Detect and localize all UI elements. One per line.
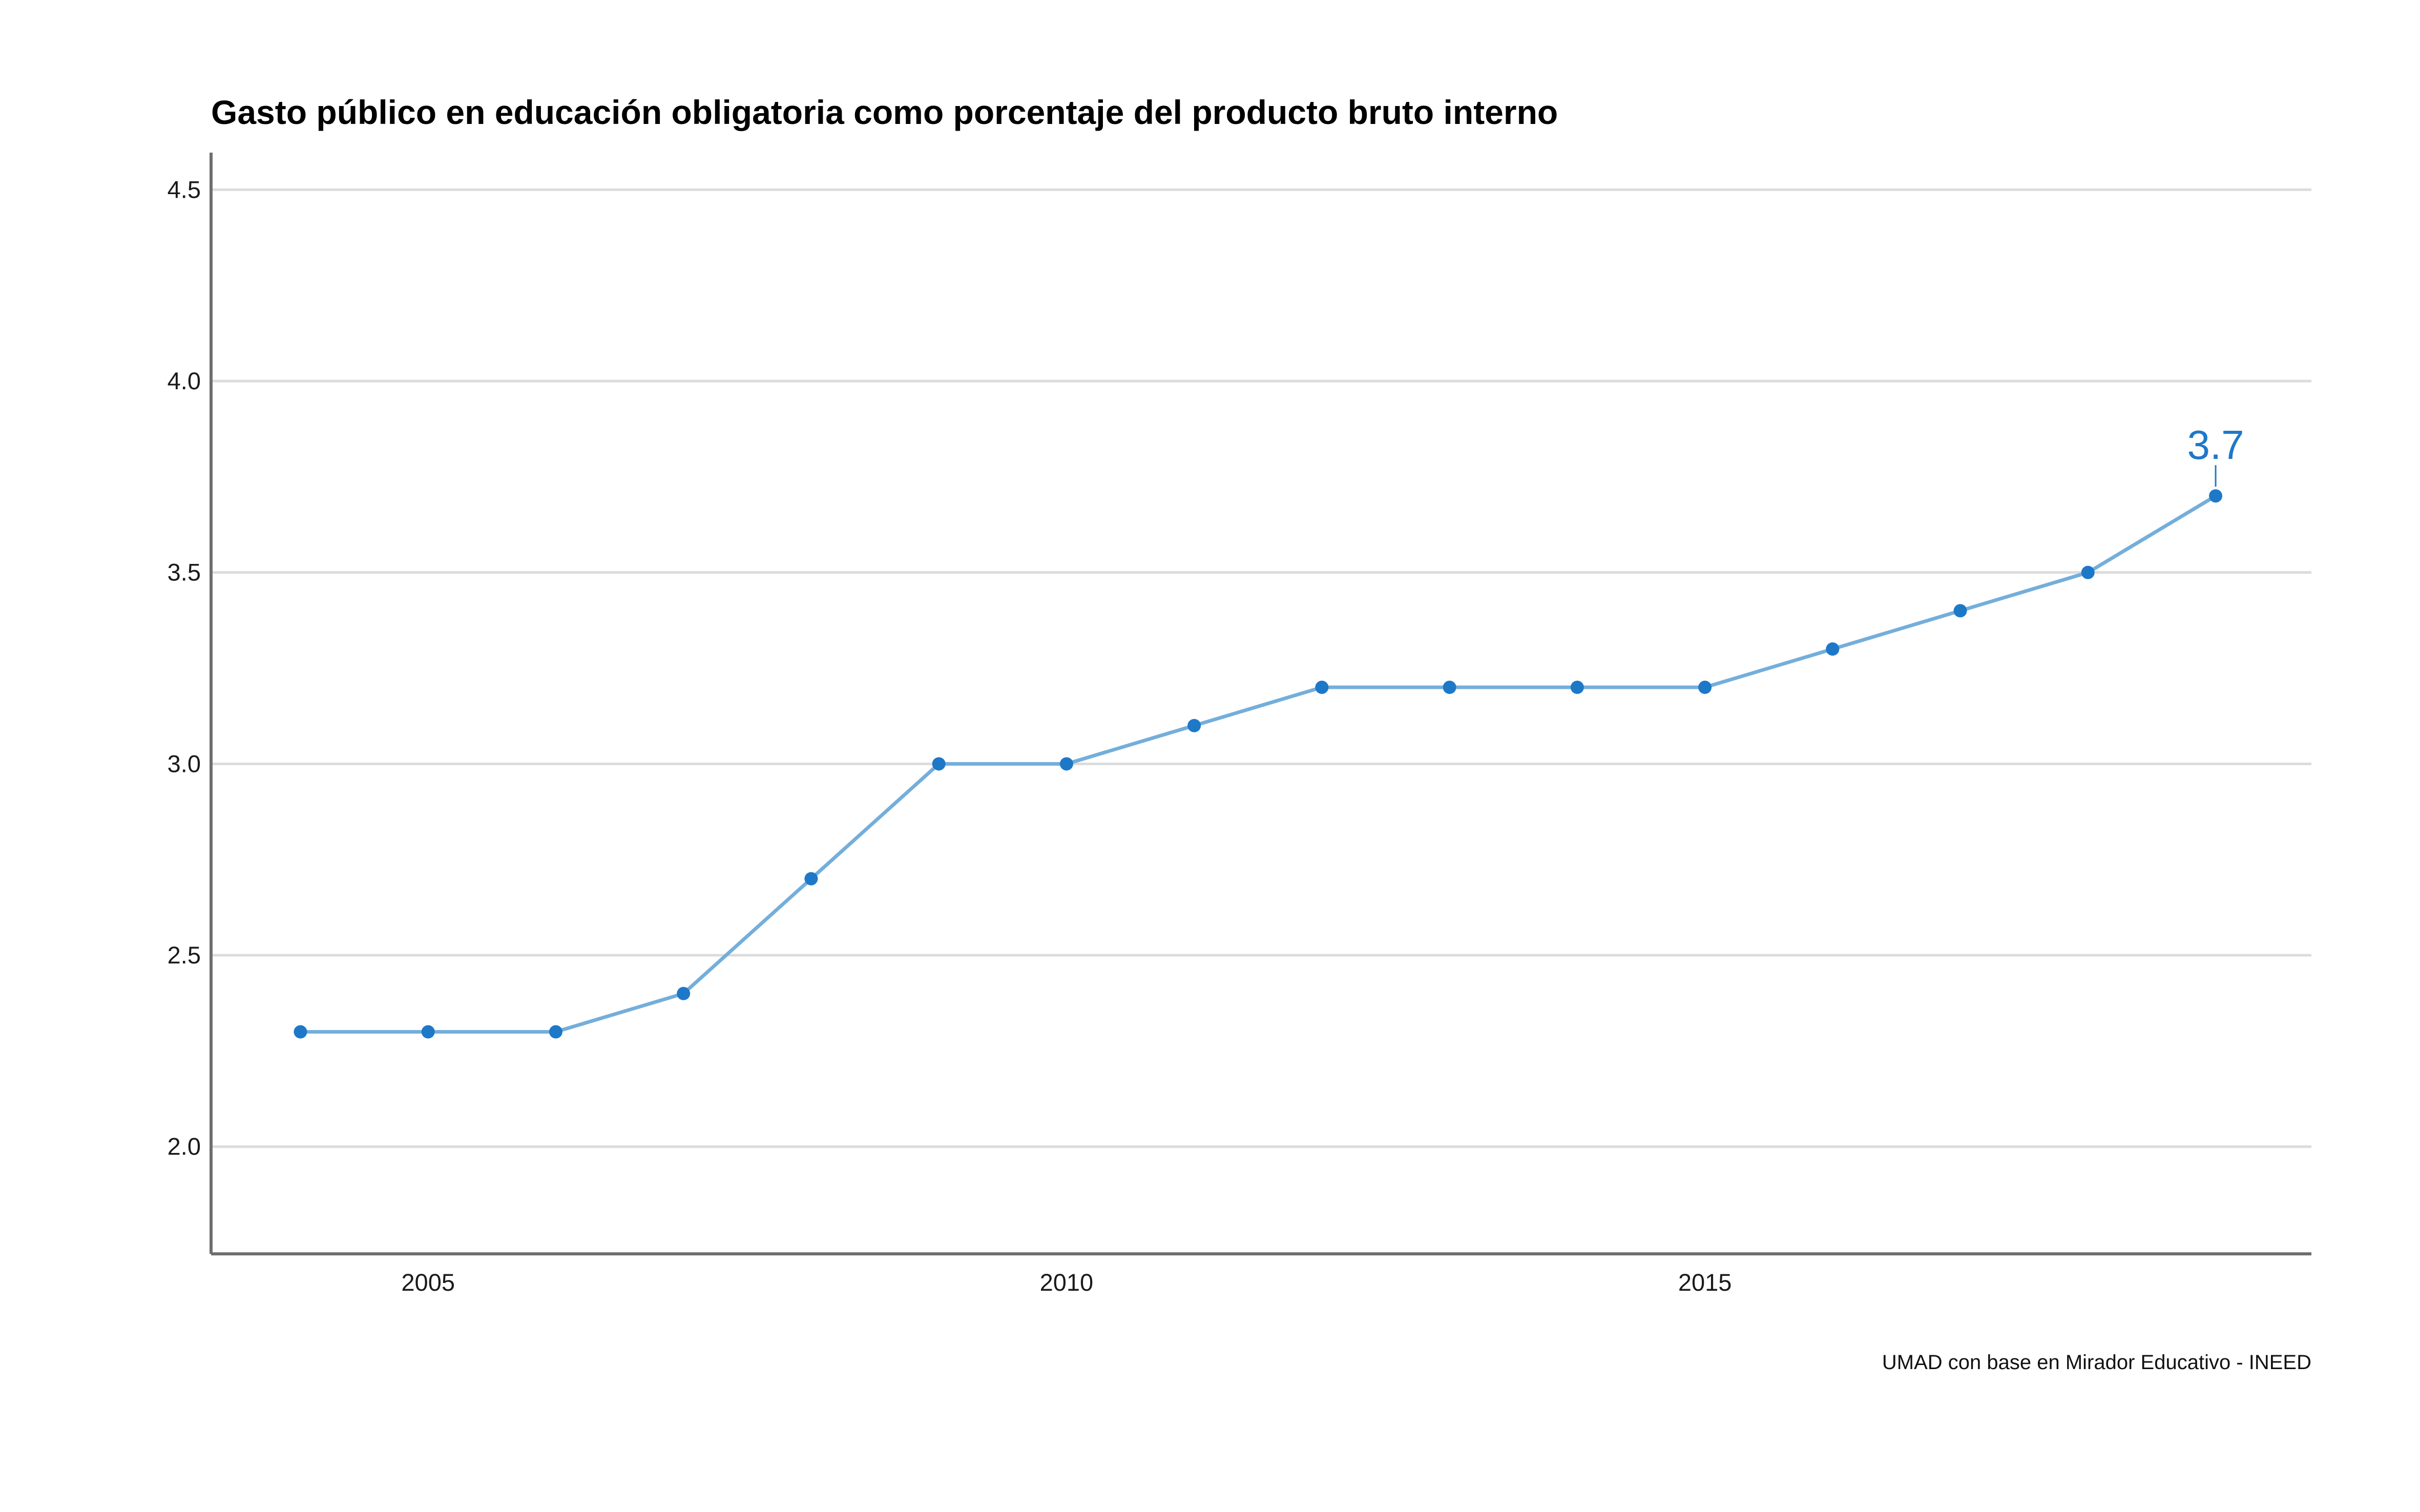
data-point: [1570, 680, 1584, 694]
data-point: [2081, 565, 2095, 579]
data-point: [294, 1025, 307, 1039]
series-line: [299, 494, 2218, 1034]
data-label-last-value: 3.7: [2187, 422, 2244, 468]
data-point: [1953, 604, 1967, 618]
x-tick-label: 2010: [1040, 1269, 1094, 1296]
data-point: [2209, 489, 2223, 503]
data-point: [1059, 757, 1073, 771]
data-point: [1443, 680, 1456, 694]
chart-title: Gasto público en educación obligatoria c…: [211, 93, 1558, 131]
y-tick-label: 3.0: [168, 750, 201, 777]
y-tick-label: 2.0: [168, 1133, 201, 1160]
series-points: [294, 489, 2223, 1039]
data-point: [549, 1025, 562, 1039]
y-tick-label: 2.5: [168, 941, 201, 969]
x-tick-labels: 2005 2010 2015: [401, 1269, 1731, 1296]
x-tick-label: 2015: [1678, 1269, 1732, 1296]
data-point: [1698, 680, 1712, 694]
data-point: [804, 872, 818, 886]
data-point: [677, 986, 691, 1000]
y-gridlines: [211, 188, 2311, 1148]
data-point: [932, 757, 946, 771]
axes: [210, 153, 2311, 1255]
data-point: [1315, 680, 1329, 694]
y-tick-label: 4.5: [168, 176, 201, 203]
annotations: 3.7: [2187, 422, 2244, 487]
y-tick-labels: 2.0 2.5 3.0 3.5 4.0 4.5: [168, 176, 201, 1160]
data-point: [1826, 642, 1840, 656]
y-tick-label: 3.5: [168, 559, 201, 586]
chart-caption: UMAD con base en Mirador Educativo - INE…: [1882, 1351, 2311, 1374]
y-tick-label: 4.0: [168, 367, 201, 394]
series-line-path: [299, 494, 2218, 1034]
data-point: [421, 1025, 435, 1039]
data-point: [1187, 719, 1201, 732]
x-tick-label: 2005: [401, 1269, 455, 1296]
